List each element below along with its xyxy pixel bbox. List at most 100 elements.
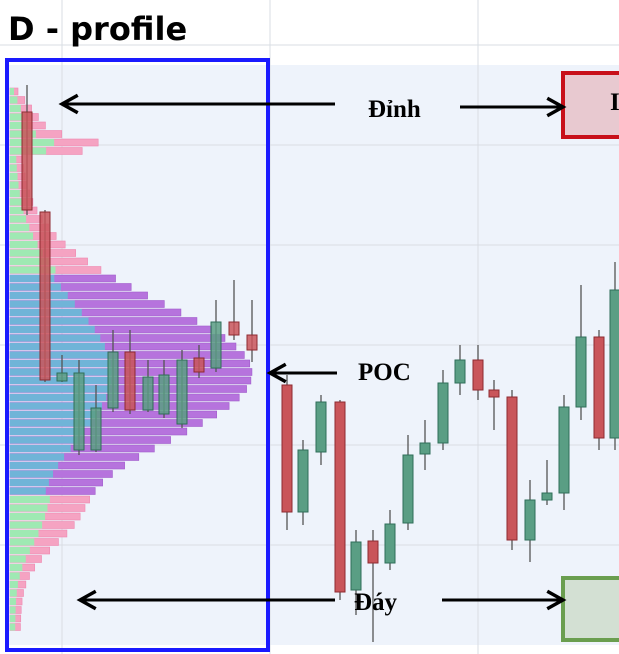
profile-core	[10, 547, 30, 554]
profile-core	[10, 88, 14, 95]
title: D - profile	[8, 10, 187, 48]
profile-core	[10, 215, 27, 223]
bottom-label: Đáy	[354, 589, 398, 616]
profile-core	[10, 513, 46, 520]
bottom-box	[561, 576, 619, 642]
profile-core	[10, 241, 38, 248]
candle-body	[488, 389, 500, 398]
profile-core	[10, 572, 20, 580]
profile-core	[10, 521, 43, 529]
profile-core	[10, 275, 55, 282]
candle-body	[558, 406, 570, 494]
profile-core	[10, 462, 59, 469]
profile-core	[10, 428, 85, 435]
top-label: Đỉnh	[368, 96, 421, 123]
profile-core	[10, 249, 43, 257]
candle-body	[142, 376, 154, 411]
profile-core	[10, 266, 56, 274]
profile-core	[10, 504, 48, 512]
profile-core	[10, 173, 18, 180]
profile-core	[10, 564, 23, 571]
profile-core	[10, 326, 95, 333]
profile-core	[10, 538, 35, 546]
candle-body	[158, 374, 170, 415]
candle-body	[472, 359, 484, 391]
candle-body	[419, 442, 431, 455]
top-box-label: I	[610, 89, 619, 116]
profile-core	[10, 581, 18, 588]
candle-body	[39, 211, 51, 381]
candle-body	[281, 384, 293, 513]
candle-body	[90, 407, 102, 451]
profile-core	[10, 198, 22, 206]
profile-core	[10, 470, 54, 478]
profile-core	[10, 105, 21, 112]
candle-body	[315, 401, 327, 453]
profile-core	[10, 402, 103, 410]
candle-body	[402, 454, 414, 524]
profile-core	[10, 606, 16, 614]
candle-body	[541, 492, 553, 501]
candle-body	[350, 541, 362, 591]
candle-body	[246, 334, 258, 351]
profile-core	[10, 453, 65, 461]
profile-core	[10, 623, 16, 631]
candle-body	[193, 357, 205, 373]
profile-core	[10, 224, 30, 231]
candle-body	[384, 523, 396, 564]
profile-core	[10, 113, 25, 121]
candle-body	[437, 382, 449, 444]
candle-body	[334, 401, 346, 593]
candle-body	[210, 321, 222, 369]
profile-core	[10, 479, 49, 486]
profile-core	[10, 598, 17, 605]
profile-core	[10, 445, 71, 452]
profile-core	[10, 385, 110, 393]
profile-core	[10, 207, 24, 214]
profile-core	[10, 351, 109, 359]
candle-body	[575, 336, 587, 408]
profile-core	[10, 232, 34, 240]
profile-core	[10, 419, 91, 427]
candlesticks	[21, 85, 619, 642]
profile-frame	[5, 58, 270, 652]
profile-core	[10, 334, 101, 342]
profile-core	[10, 292, 68, 299]
profile-core	[10, 368, 112, 376]
candle-body	[454, 359, 466, 384]
profile-core	[10, 190, 20, 197]
profile-core	[10, 436, 78, 444]
profile-core	[10, 122, 28, 129]
candle-body	[21, 111, 33, 211]
candle-body	[107, 351, 119, 409]
profile-core	[10, 258, 49, 265]
profile-core	[10, 283, 61, 291]
profile-core	[10, 411, 97, 418]
candle-body	[124, 351, 136, 411]
poc-label: POC	[358, 359, 411, 386]
candle-body	[506, 396, 518, 541]
candle-body	[609, 289, 619, 439]
candle-body	[73, 372, 85, 451]
profile-core	[10, 615, 16, 622]
profile-core	[10, 530, 39, 537]
candle-body	[367, 540, 379, 564]
profile-core	[10, 343, 105, 350]
arrows	[62, 104, 563, 600]
profile-core	[10, 181, 19, 189]
profile-core	[10, 394, 107, 401]
candle-body	[524, 499, 536, 541]
profile-core	[10, 96, 18, 104]
profile-core	[10, 360, 111, 367]
candle-body	[228, 321, 240, 336]
candle-body	[176, 359, 188, 425]
profile-core	[10, 555, 26, 563]
candle-body	[56, 372, 68, 382]
profile-core	[10, 156, 17, 163]
profile-core	[10, 496, 50, 503]
top-box	[561, 71, 619, 139]
profile-core	[10, 487, 46, 495]
profile-core	[10, 164, 17, 172]
candle-body	[593, 336, 605, 439]
